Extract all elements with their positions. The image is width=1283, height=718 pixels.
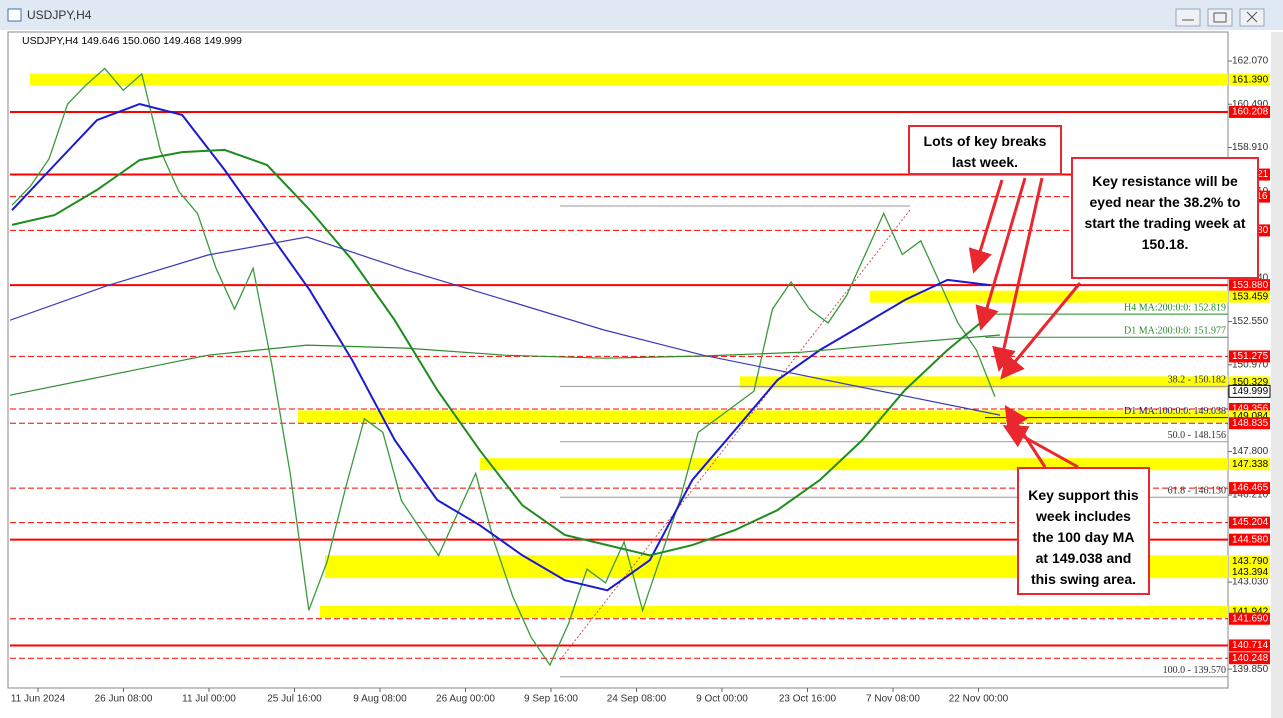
window-button-icons (1182, 11, 1258, 23)
window-title: USDJPY,H4 (27, 8, 92, 22)
fib-lines: 38.2 - 150.182 50.0 - 148.156 61.8 - 146.1… (560, 302, 1228, 678)
level-tag (1229, 73, 1270, 86)
zone-band (325, 566, 1228, 579)
ma-label: D1 MA:200:0:0: 151.977 (1124, 326, 1226, 337)
fib-label: 50.0 - 148.156 (1168, 430, 1226, 441)
level-tag (1229, 350, 1270, 363)
last-price-tag (1228, 384, 1271, 398)
zone-band (325, 555, 1228, 568)
annotation: Lots of key breaks last week. (908, 125, 1062, 175)
level-tag (1229, 555, 1270, 568)
chart-header: USDJPY,H4 149.646 150.060 149.468 149.99… (22, 35, 242, 47)
moving-average (10, 236, 1001, 416)
level-label: 160.208 (1232, 107, 1269, 118)
level-label: 153.459 (1232, 291, 1269, 302)
level-label: 147.338 (1232, 459, 1269, 470)
y-tick-label: 139.850 (1232, 664, 1269, 675)
x-tick-label: 26 Jun 08:00 (95, 694, 153, 705)
level-tag (1229, 458, 1270, 471)
level-label: 149.356 (1232, 404, 1269, 415)
y-tick-label: 150.970 (1232, 359, 1269, 370)
annotation: Key resistance will be eyed near the 38.… (1071, 157, 1259, 279)
ma-label: H4 MA:200:0:0: 152.819 (1124, 302, 1226, 313)
scrollbar[interactable] (1271, 32, 1283, 718)
annotation-arrows (968, 177, 1082, 469)
zone-band (320, 605, 1228, 618)
x-tick-label: 11 Jul 00:00 (182, 694, 236, 705)
level-label: 151.275 (1232, 351, 1269, 362)
fib-label: 61.8 - 146.130 (1168, 486, 1226, 497)
zone-band (740, 376, 1228, 389)
moving-average (11, 102, 991, 592)
level-tag (1229, 652, 1270, 665)
ma-label: D1 MA:100:0:0: 149.038 (1124, 406, 1226, 417)
fib-label: 100.0 - 139.570 (1163, 665, 1226, 676)
level-label: 141.942 (1232, 607, 1269, 618)
zone-band (30, 73, 1228, 86)
x-tick-label: 9 Aug 08:00 (353, 694, 407, 705)
level-label: 150.329 (1232, 377, 1269, 388)
level-tag (1229, 417, 1270, 430)
y-tick-label: 143.030 (1232, 577, 1269, 588)
level-label: 140.714 (1232, 640, 1269, 651)
fib-label: 38.2 - 150.182 (1168, 375, 1226, 386)
level-label: 146.465 (1232, 483, 1269, 494)
level-label: 143.394 (1232, 567, 1269, 578)
level-tag (1229, 516, 1270, 529)
level-tag (1229, 482, 1270, 495)
zone-band (298, 410, 1228, 423)
level-tag (1229, 290, 1270, 303)
maximize-button[interactable] (1207, 8, 1233, 27)
level-label: 143.790 (1232, 556, 1269, 567)
axis-labels: 162.070160.490158.910157.310154.140152.5… (11, 56, 1271, 705)
x-tick-label: 22 Nov 00:00 (949, 694, 1009, 705)
x-tick-label: 7 Nov 08:00 (866, 694, 920, 705)
level-label: 145.204 (1232, 517, 1269, 528)
moving-average (10, 334, 1001, 396)
minimize-button[interactable] (1175, 8, 1201, 27)
x-tick-label: 26 Aug 00:00 (436, 694, 495, 705)
x-tick-label: 9 Sep 16:00 (524, 694, 578, 705)
level-label: 144.580 (1232, 534, 1269, 545)
window-icon (7, 8, 22, 22)
level-tag (1229, 639, 1270, 652)
moving-average (11, 148, 991, 557)
x-tick-label: 11 Jun 2024 (11, 694, 66, 705)
level-label: 153.880 (1232, 280, 1269, 291)
level-tag (1229, 279, 1270, 292)
x-tick-label: 23 Oct 16:00 (779, 694, 837, 705)
y-tick-label: 152.550 (1232, 316, 1269, 327)
title-bar (0, 0, 1283, 30)
x-tick-label: 9 Oct 00:00 (696, 694, 748, 705)
level-label: 141.690 (1232, 613, 1269, 624)
fib-trendline (559, 209, 911, 661)
level-label: 149.084 (1232, 411, 1269, 422)
zone-band (870, 290, 1228, 303)
level-tag (1229, 566, 1270, 579)
y-tick-label: 146.210 (1232, 490, 1269, 501)
last-price-label: 149.999 (1232, 386, 1269, 397)
y-tick-label: 158.910 (1232, 142, 1269, 153)
level-label: 148.835 (1232, 418, 1269, 429)
lines (10, 67, 1001, 667)
x-tick-label: 25 Jul 16:00 (267, 694, 322, 705)
level-tag (1229, 612, 1270, 625)
y-tick-label: 162.070 (1232, 56, 1269, 67)
x-tick-label: 24 Sep 08:00 (607, 694, 667, 705)
level-tag (1229, 533, 1270, 546)
price-line (11, 67, 996, 667)
level-label: 140.248 (1232, 653, 1269, 664)
annotation: Key support this week includes the 100 d… (1017, 467, 1150, 595)
level-tag (1229, 105, 1270, 118)
y-tick-label: 160.490 (1232, 99, 1269, 110)
y-tick-label: 147.800 (1232, 446, 1269, 457)
level-label: 161.390 (1232, 74, 1269, 85)
